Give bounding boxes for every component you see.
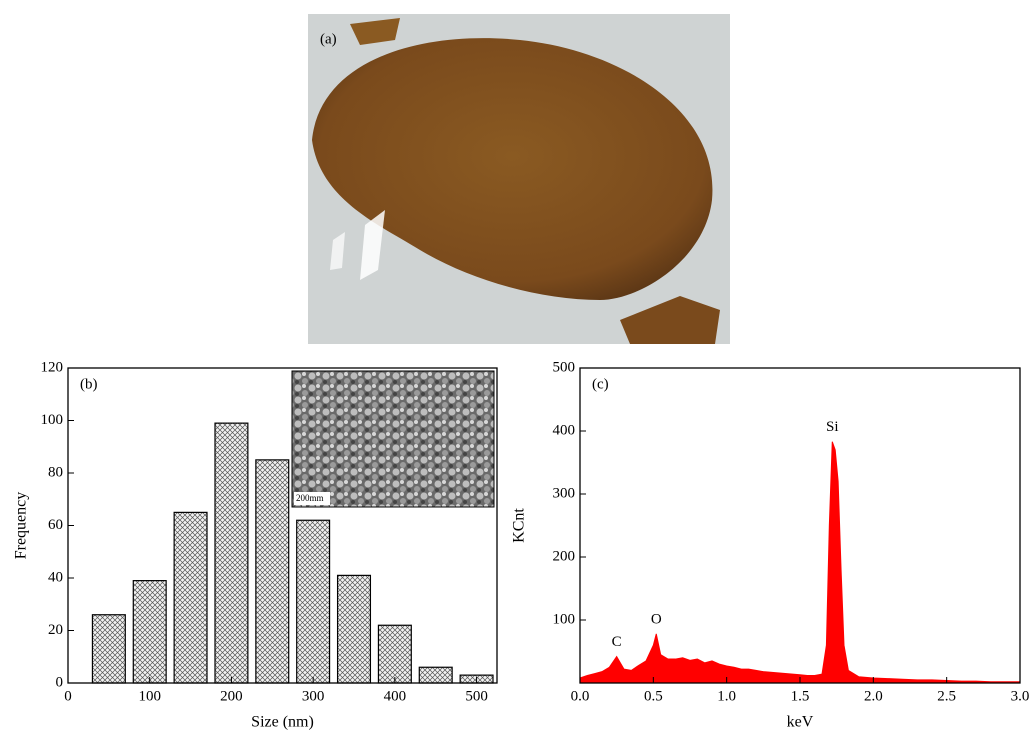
- bar: [173, 511, 208, 684]
- inset-label: 200mm: [296, 493, 324, 503]
- y-tick-label: 40: [48, 569, 63, 585]
- panel-label: (b): [80, 376, 98, 392]
- y-axis-label: Frequency: [13, 492, 30, 560]
- bar: [255, 459, 290, 684]
- y-tick-label: 80: [48, 464, 63, 480]
- y-tick-label: 200: [553, 548, 576, 564]
- photo: (a): [308, 14, 730, 344]
- x-tick-label: 500: [465, 688, 488, 704]
- y-axis-label: KCnt: [511, 508, 528, 543]
- x-axis-label: Size (nm): [251, 714, 314, 731]
- x-tick-label: 400: [384, 688, 407, 704]
- x-tick-label: 0.0: [571, 688, 590, 704]
- panel-label: (a): [320, 31, 337, 47]
- peak-label: C: [612, 634, 622, 650]
- y-tick-label: 100: [41, 412, 64, 428]
- peak-label: O: [651, 611, 662, 627]
- x-tick-label: 2.0: [864, 688, 883, 704]
- x-tick-label: 1.0: [717, 688, 736, 704]
- x-tick-label: 300: [302, 688, 325, 704]
- bar: [214, 422, 249, 684]
- y-tick-label: 400: [553, 422, 576, 438]
- x-tick-label: 2.5: [937, 688, 956, 704]
- x-tick-label: 0: [64, 688, 72, 704]
- bar: [377, 624, 412, 684]
- y-tick-label: 20: [48, 622, 63, 638]
- bar: [132, 580, 167, 684]
- inset-label-bg: [294, 492, 330, 505]
- y-tick-label: 60: [48, 517, 63, 533]
- x-axis-label: keV: [787, 714, 814, 731]
- x-tick-label: 100: [138, 688, 161, 704]
- bar: [296, 519, 331, 684]
- panel-label: (c): [592, 376, 609, 392]
- bar: [91, 614, 126, 684]
- peak-label: Si: [826, 419, 839, 435]
- y-tick-label: 100: [553, 611, 576, 627]
- x-tick-label: 1.5: [791, 688, 810, 704]
- bar: [336, 574, 372, 684]
- y-tick-label: 500: [553, 359, 576, 375]
- y-tick-label: 0: [56, 674, 64, 690]
- plot-frame: [579, 367, 1021, 684]
- x-tick-label: 3.0: [1011, 688, 1030, 704]
- bar: [418, 666, 453, 684]
- y-tick-label: 300: [553, 485, 576, 501]
- inset-image: [291, 370, 495, 508]
- y-tick-label: 120: [41, 359, 64, 375]
- x-tick-label: 200: [220, 688, 243, 704]
- spectrum-area: [579, 441, 1021, 684]
- x-tick-label: 0.5: [644, 688, 663, 704]
